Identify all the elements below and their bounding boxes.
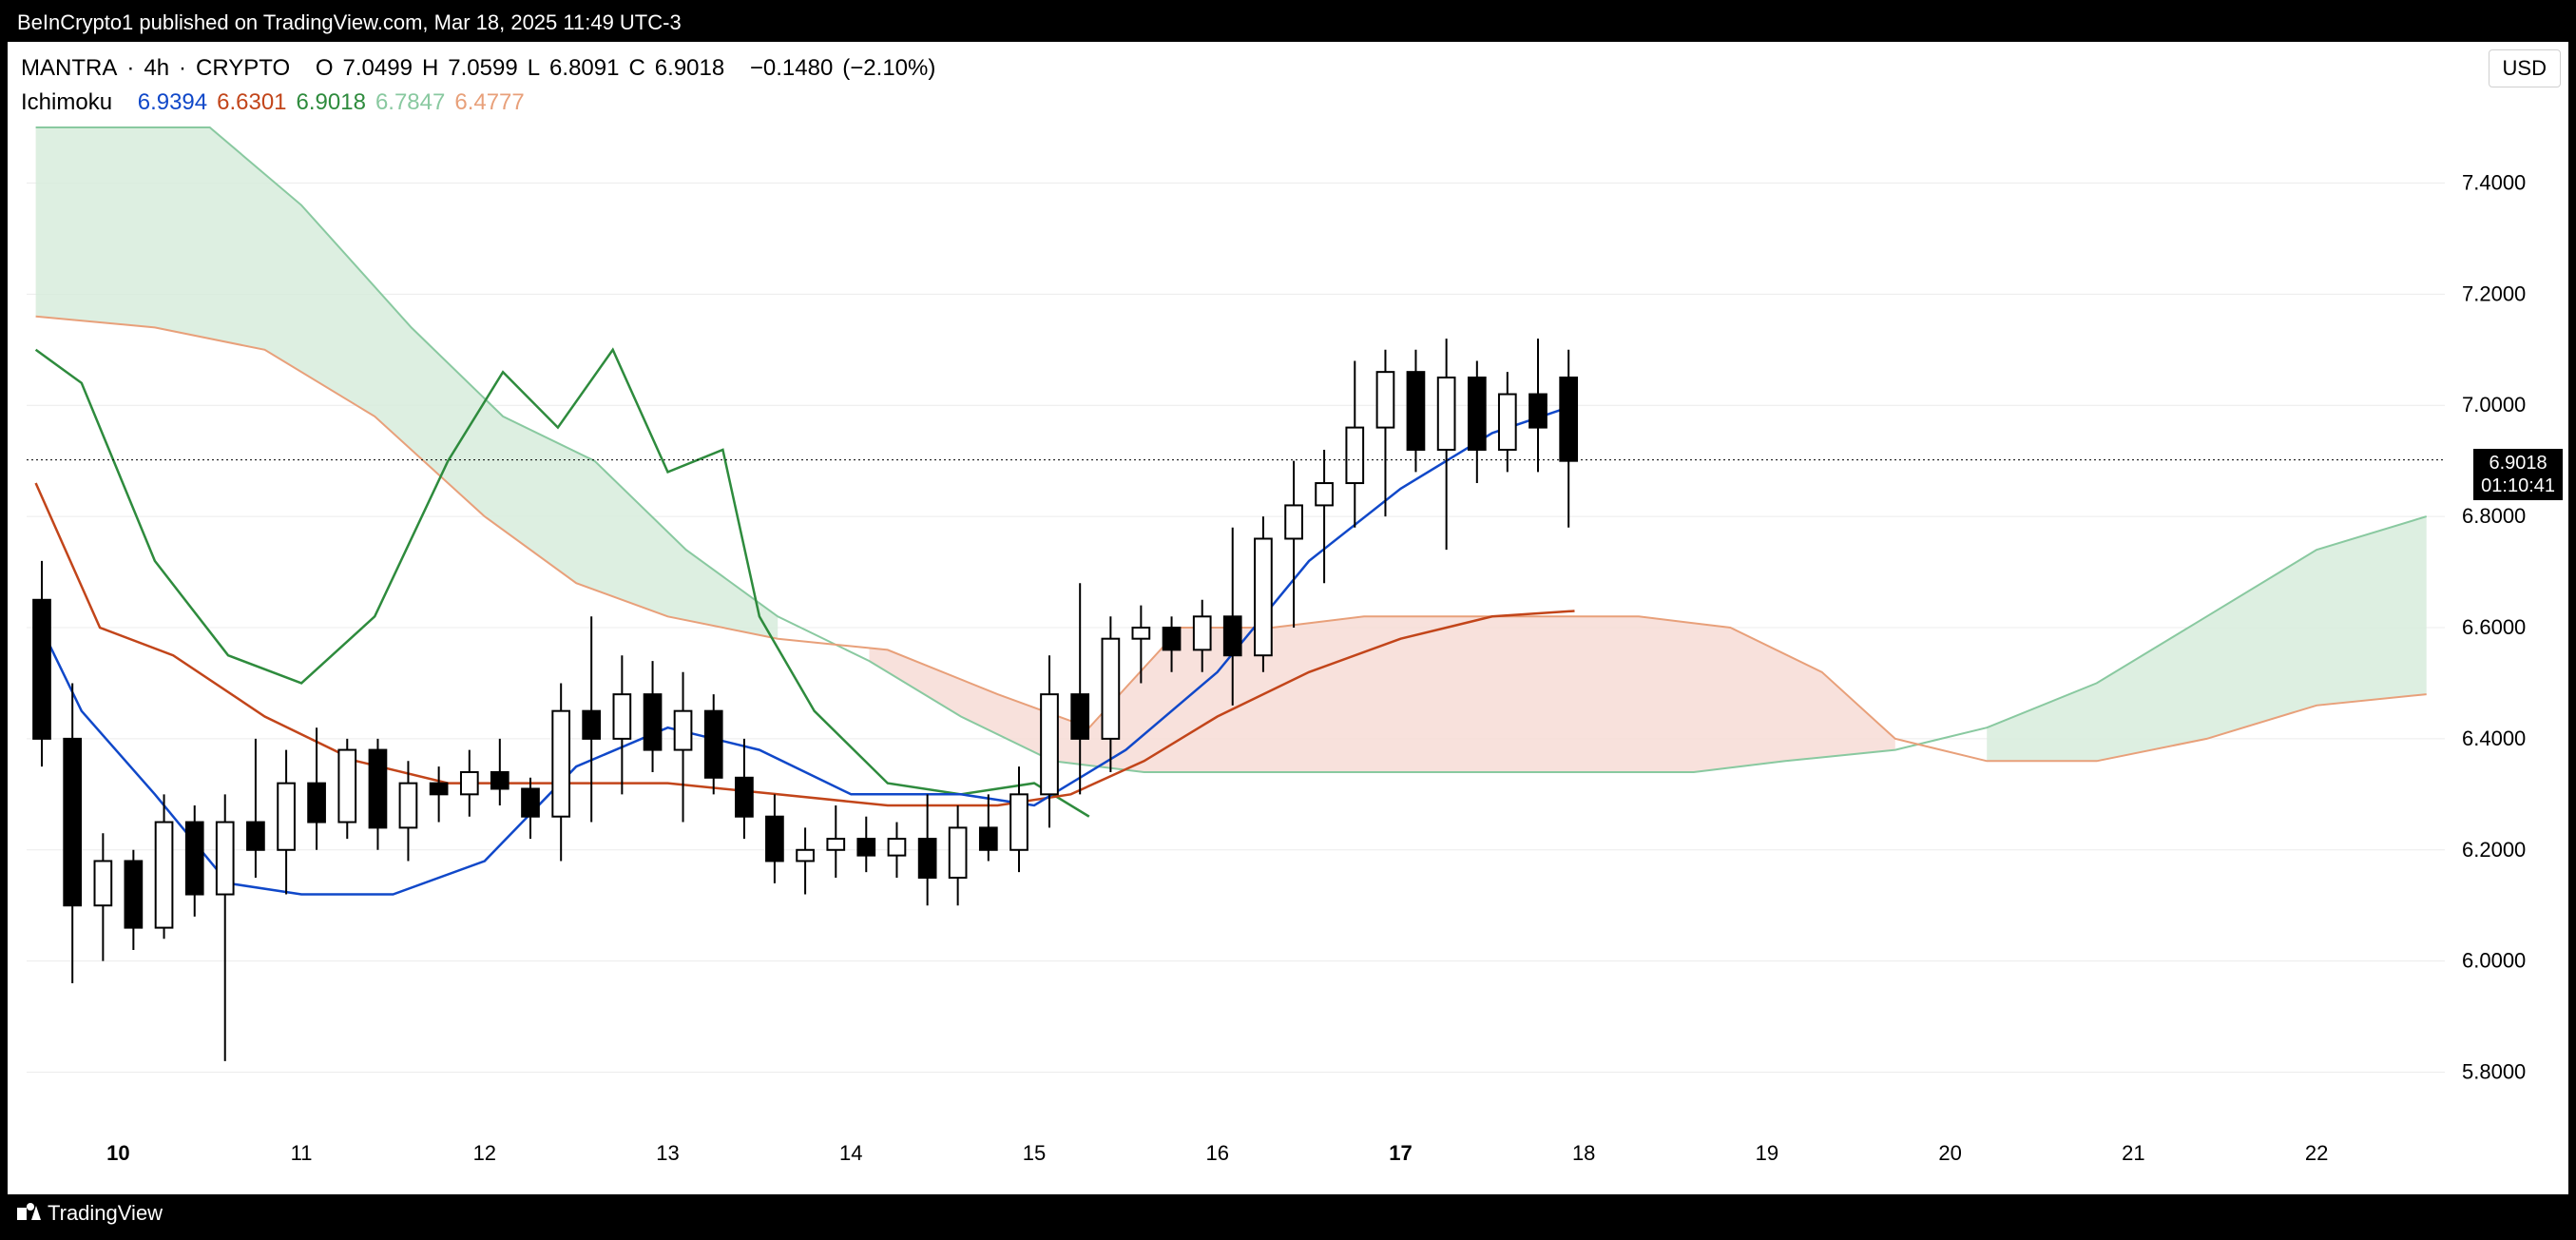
svg-text:19: 19 xyxy=(1756,1141,1778,1165)
kijun-val: 6.6301 xyxy=(217,86,286,120)
svg-text:6.0000: 6.0000 xyxy=(2462,949,2526,973)
svg-text:7.0000: 7.0000 xyxy=(2462,393,2526,417)
c-val: 6.9018 xyxy=(655,51,724,86)
symbol-name: MANTRA xyxy=(21,51,117,86)
svg-text:14: 14 xyxy=(839,1141,862,1165)
svg-text:16: 16 xyxy=(1205,1141,1228,1165)
svg-text:17: 17 xyxy=(1389,1141,1412,1165)
svg-text:21: 21 xyxy=(2122,1141,2144,1165)
currency-label: USD xyxy=(2503,56,2547,80)
price-tag-price: 6.9018 xyxy=(2481,452,2555,475)
svg-text:12: 12 xyxy=(473,1141,496,1165)
dot-sep: · xyxy=(179,51,186,86)
chart-legend: MANTRA · 4h · CRYPTO O7.0499 H7.0599 L6.… xyxy=(21,51,935,120)
change-val: −0.1480 xyxy=(750,51,833,86)
h-val: 7.0599 xyxy=(448,51,517,86)
svg-text:7.4000: 7.4000 xyxy=(2462,170,2526,194)
footer-bar: TradingView xyxy=(8,1194,2568,1232)
interval: 4h xyxy=(144,51,169,86)
h-label: H xyxy=(422,51,438,86)
c-label: C xyxy=(628,51,644,86)
o-label: O xyxy=(316,51,334,86)
svg-text:7.2000: 7.2000 xyxy=(2462,281,2526,305)
currency-badge[interactable]: USD xyxy=(2489,49,2561,87)
svg-text:18: 18 xyxy=(1572,1141,1595,1165)
attribution-bar: BeInCrypto1 published on TradingView.com… xyxy=(8,8,2568,38)
chart-svg: 5.8000 6.0000 6.2000 6.4000 6.6000 6.8000 7.00… xyxy=(8,42,2568,1194)
exchange: CRYPTO xyxy=(196,51,290,86)
senkou-a-val: 6.7847 xyxy=(375,86,445,120)
svg-text:6.4000: 6.4000 xyxy=(2462,727,2526,750)
change-pct: (−2.10%) xyxy=(842,51,935,86)
svg-text:11: 11 xyxy=(291,1141,313,1165)
chikou-val: 6.9018 xyxy=(297,86,366,120)
svg-text:20: 20 xyxy=(1938,1141,1961,1165)
tenkan-val: 6.9394 xyxy=(138,86,207,120)
chart-area[interactable]: MANTRA · 4h · CRYPTO O7.0499 H7.0599 L6.… xyxy=(8,42,2568,1194)
senkou-b-val: 6.4777 xyxy=(454,86,524,120)
svg-text:6.2000: 6.2000 xyxy=(2462,838,2526,862)
symbol-legend-line: MANTRA · 4h · CRYPTO O 7.0499 H 7.0599 L 6.… xyxy=(21,51,935,86)
current-price-tag: 6.9018 01:10:41 xyxy=(2473,449,2563,500)
o-val: 7.0499 xyxy=(343,51,413,86)
dot-sep: · xyxy=(126,51,134,86)
svg-text:13: 13 xyxy=(656,1141,679,1165)
svg-text:15: 15 xyxy=(1023,1141,1046,1165)
tradingview-logo-icon xyxy=(17,1201,42,1226)
svg-text:6.6000: 6.6000 xyxy=(2462,615,2526,639)
footer-brand: TradingView xyxy=(48,1201,163,1226)
price-tag-countdown: 01:10:41 xyxy=(2481,475,2555,497)
l-val: 6.8091 xyxy=(549,51,619,86)
svg-text:22: 22 xyxy=(2305,1141,2328,1165)
svg-text:10: 10 xyxy=(106,1141,129,1165)
ichimoku-legend-line: Ichimoku 6.9394 6.6301 6.9018 6.7847 6.4… xyxy=(21,86,935,120)
indicator-name: Ichimoku xyxy=(21,86,112,120)
l-label: L xyxy=(528,51,540,86)
svg-text:6.8000: 6.8000 xyxy=(2462,504,2526,528)
svg-text:5.8000: 5.8000 xyxy=(2462,1060,2526,1084)
attribution-text: BeInCrypto1 published on TradingView.com… xyxy=(17,10,682,35)
